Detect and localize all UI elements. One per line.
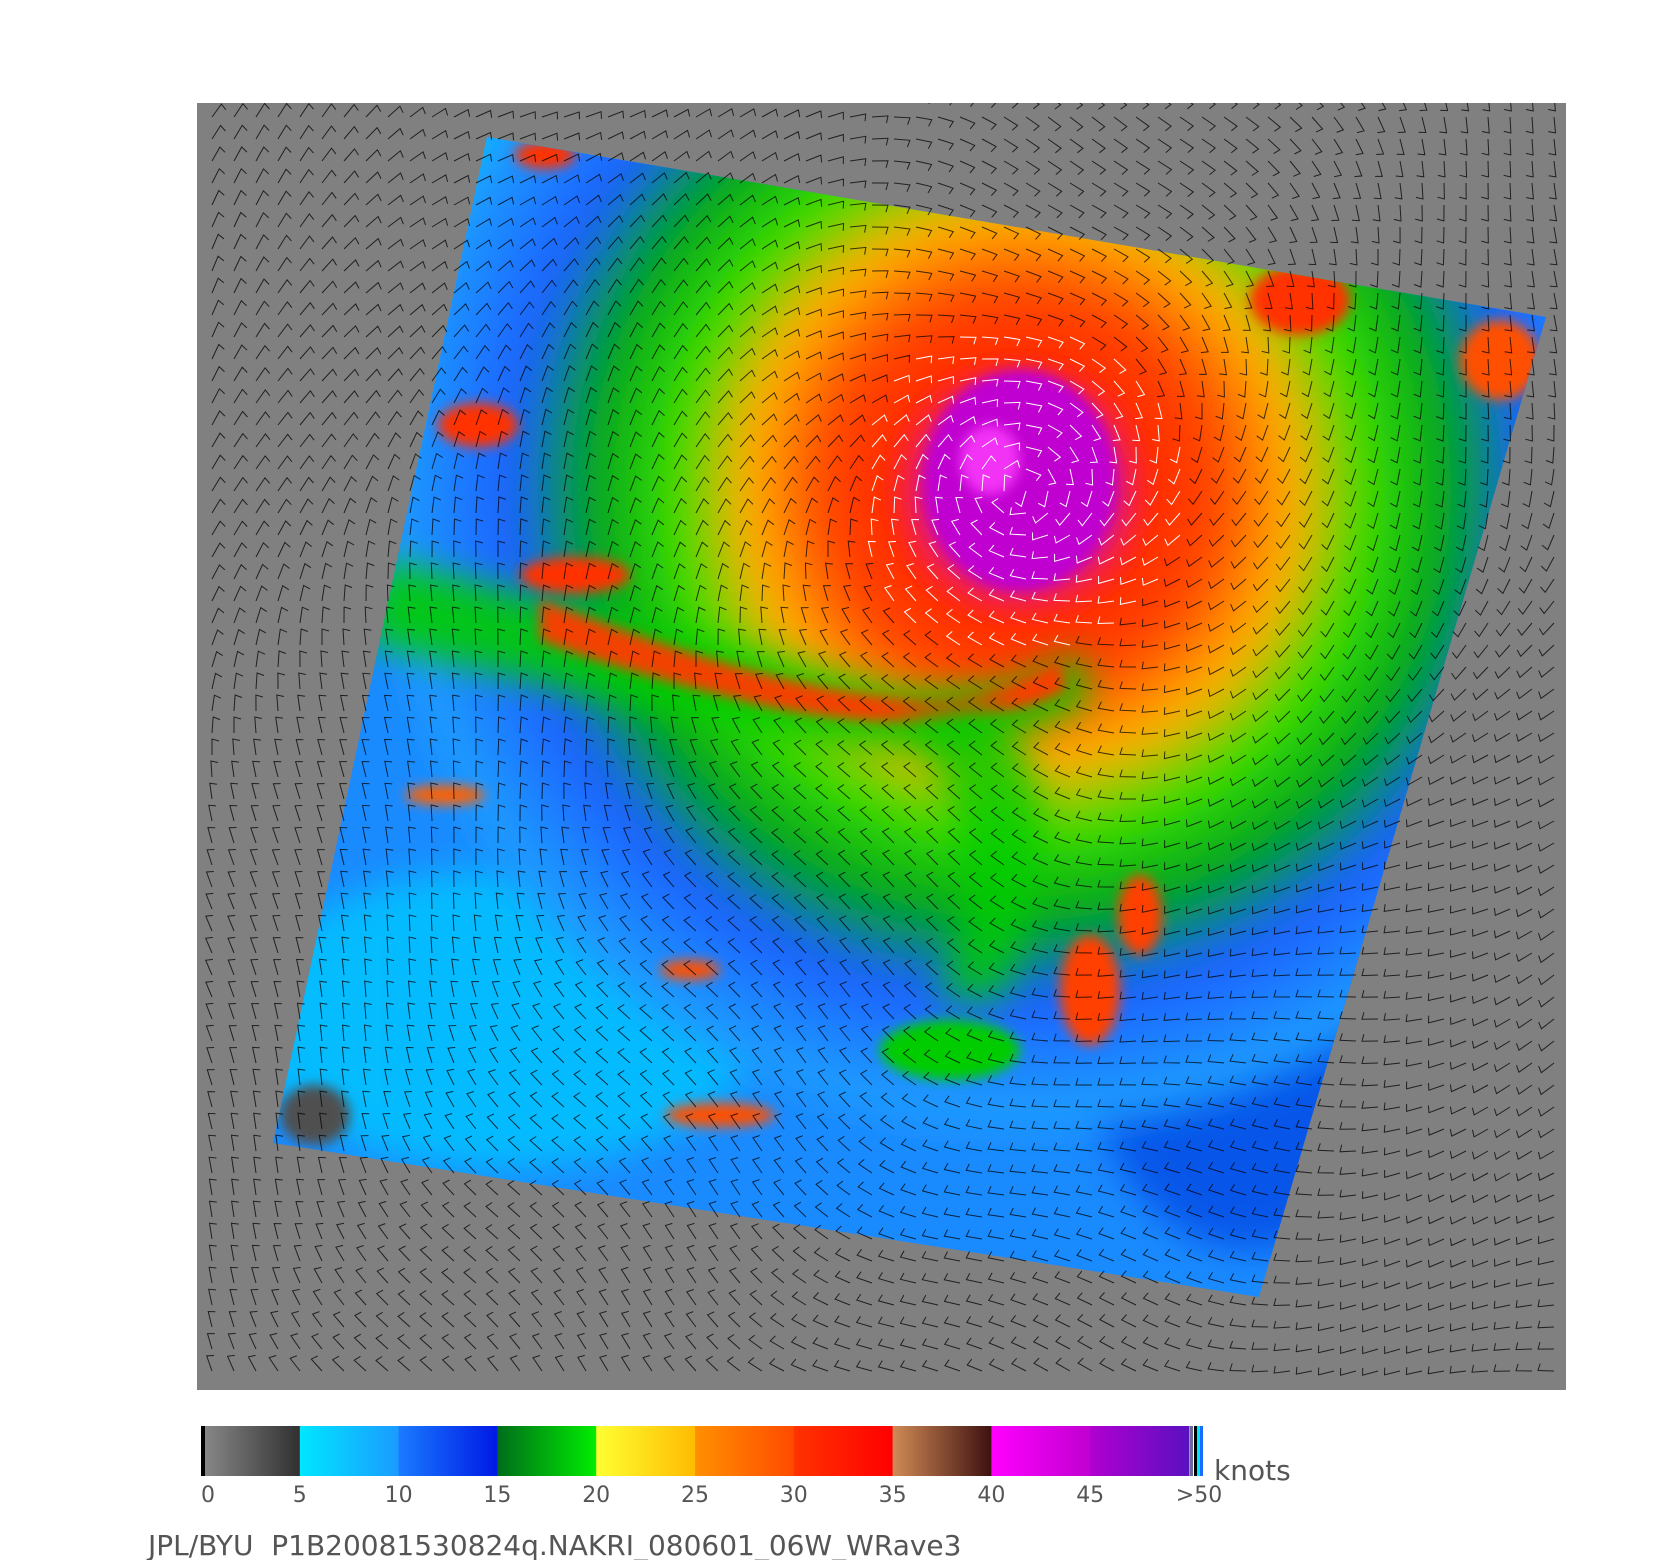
colorbar-overflow-stripe <box>1194 1426 1197 1476</box>
colorbar-overflow-stripe <box>1190 1426 1193 1476</box>
colorbar-overflow-stripe <box>1197 1426 1200 1476</box>
colorbar-segment <box>398 1426 498 1476</box>
colorbar-tick-label: 10 <box>385 1483 413 1508</box>
colorbar-segment <box>596 1426 696 1476</box>
colorbar-edge <box>201 1426 205 1476</box>
colorbar-tick-label: 20 <box>582 1483 610 1508</box>
figure-caption: JPL/BYU P1B20081530824q.NAKRI_080601_06W… <box>146 1529 961 1560</box>
wind-barbs <box>204 103 1558 1376</box>
colorbar-tick-label: 40 <box>977 1483 1005 1508</box>
colorbar-tick-label: 30 <box>780 1483 808 1508</box>
colorbar-tick-label: >50 <box>1176 1483 1222 1508</box>
colorbar-segment <box>991 1426 1091 1476</box>
wind-barbs-dark <box>204 103 1558 1376</box>
colorbar-segment <box>793 1426 894 1476</box>
colorbar <box>201 1426 1203 1476</box>
colorbar-tick-label: 15 <box>483 1483 511 1508</box>
colorbar-segment <box>299 1426 400 1476</box>
colorbar-tick-label: 45 <box>1076 1483 1104 1508</box>
colorbar-ticks: 0 5 10 15 20 25 30 35 40 45 >50 <box>201 1483 1222 1508</box>
colorbar-tick-label: 25 <box>681 1483 709 1508</box>
colorbar-tick-label: 0 <box>201 1483 215 1508</box>
colorbar-unit-label: knots <box>1214 1454 1291 1487</box>
colorbar-segment <box>201 1426 301 1476</box>
colorbar-segment <box>892 1426 992 1476</box>
colorbar-segment <box>695 1426 795 1476</box>
colorbar-segment <box>497 1426 597 1476</box>
colorbar-tick-label: 35 <box>879 1483 907 1508</box>
colorbar-overflow-stripe <box>1200 1426 1203 1476</box>
wind-barbs-light <box>867 336 1181 646</box>
colorbar-tick-label: 5 <box>293 1483 307 1508</box>
colorbar-segment <box>1090 1426 1190 1476</box>
